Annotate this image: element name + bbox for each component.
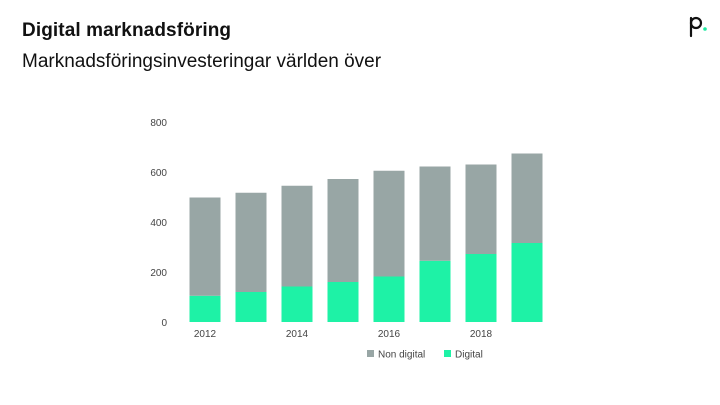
- y-tick-label: 600: [150, 168, 167, 179]
- legend-non-digital-swatch: [367, 350, 374, 357]
- x-tick-label: 2018: [470, 329, 493, 340]
- x-tick-label: 2016: [378, 329, 401, 340]
- y-tick-label: 400: [150, 218, 167, 229]
- bar-non-digital-2018: [465, 164, 497, 254]
- bar-non-digital-2016: [373, 170, 405, 277]
- bar-digital-2014: [281, 286, 313, 322]
- bar-digital-2016: [373, 276, 405, 322]
- bar-digital-2018: [465, 254, 497, 322]
- bar-non-digital-2014: [281, 185, 313, 287]
- bar-non-digital-2019: [511, 153, 543, 243]
- slide-subtitle: Marknadsföringsinvesteringar världen öve…: [22, 51, 382, 72]
- p-logo-icon: [689, 16, 707, 38]
- bar-digital-2019: [511, 243, 543, 322]
- slide-title: Digital marknadsföring: [22, 20, 232, 41]
- legend-non-digital-label: Non digital: [378, 350, 425, 361]
- bar-digital-2017: [419, 260, 451, 322]
- bar-digital-2012: [189, 295, 221, 322]
- x-tick-label: 2012: [194, 329, 217, 340]
- bar-non-digital-2012: [189, 197, 221, 296]
- y-tick-label: 800: [150, 118, 167, 129]
- y-tick-label: 0: [161, 318, 167, 329]
- y-tick-label: 200: [150, 268, 167, 279]
- legend-digital-swatch: [444, 350, 451, 357]
- bar-non-digital-2017: [419, 166, 451, 261]
- bar-non-digital-2015: [327, 179, 359, 282]
- bar-digital-2013: [235, 292, 267, 322]
- bar-non-digital-2013: [235, 192, 267, 292]
- legend-digital-label: Digital: [455, 350, 483, 361]
- x-tick-label: 2014: [286, 329, 309, 340]
- bar-digital-2015: [327, 282, 359, 322]
